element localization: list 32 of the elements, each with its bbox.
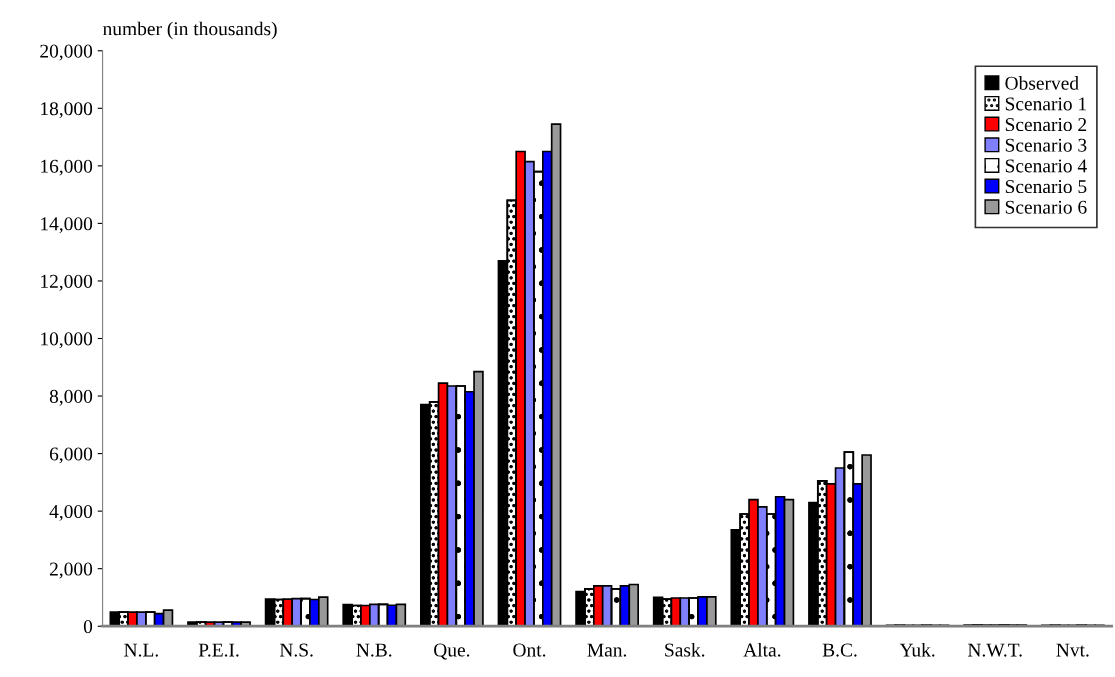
x-tick-label: N.B. [356, 643, 392, 657]
y-tick-label: 16,000 [41, 159, 93, 176]
x-tick-label: B.C. [822, 643, 857, 657]
legend-label: Scenario 3 [1005, 138, 1087, 152]
x-tick-label: N.S. [279, 643, 313, 657]
x-tick-label: N.W.T. [967, 643, 1022, 657]
legend-label: Scenario 4 [1005, 159, 1087, 173]
y-tick-label: 0 [83, 620, 93, 634]
y-tick-label: 8,000 [49, 389, 93, 406]
legend-label: Scenario 2 [1005, 118, 1087, 132]
y-tick-label: 14,000 [41, 217, 93, 234]
x-tick-label: Nvt. [1056, 643, 1089, 657]
y-tick-label: 6,000 [49, 447, 93, 464]
x-tick-label: P.E.I. [198, 643, 239, 657]
y-tick-label: 4,000 [49, 504, 93, 521]
x-tick-label: Ont. [513, 643, 546, 657]
legend-label: Scenario 5 [1005, 180, 1087, 194]
y-tick-label: 2,000 [49, 562, 93, 579]
x-tick-label: N.L. [124, 643, 158, 657]
x-tick-label: Alta. [743, 642, 781, 657]
legend-label: Scenario 1 [1005, 97, 1086, 111]
legend-label: Observed [1005, 76, 1079, 90]
x-tick-label: Yuk. [899, 642, 935, 657]
x-tick-label: Que. [434, 643, 470, 660]
x-tick-label: Man. [587, 643, 627, 657]
y-tick-label: 18,000 [41, 102, 93, 119]
y-tick-label: 20,000 [40, 44, 93, 61]
legend-label: Scenario 6 [1005, 200, 1087, 214]
y-tick-label: 10,000 [41, 332, 93, 349]
x-tick-label: Sask. [665, 642, 705, 657]
y-tick-label: 12,000 [41, 274, 93, 291]
y-axis-title: number (in thousands) [103, 21, 277, 40]
